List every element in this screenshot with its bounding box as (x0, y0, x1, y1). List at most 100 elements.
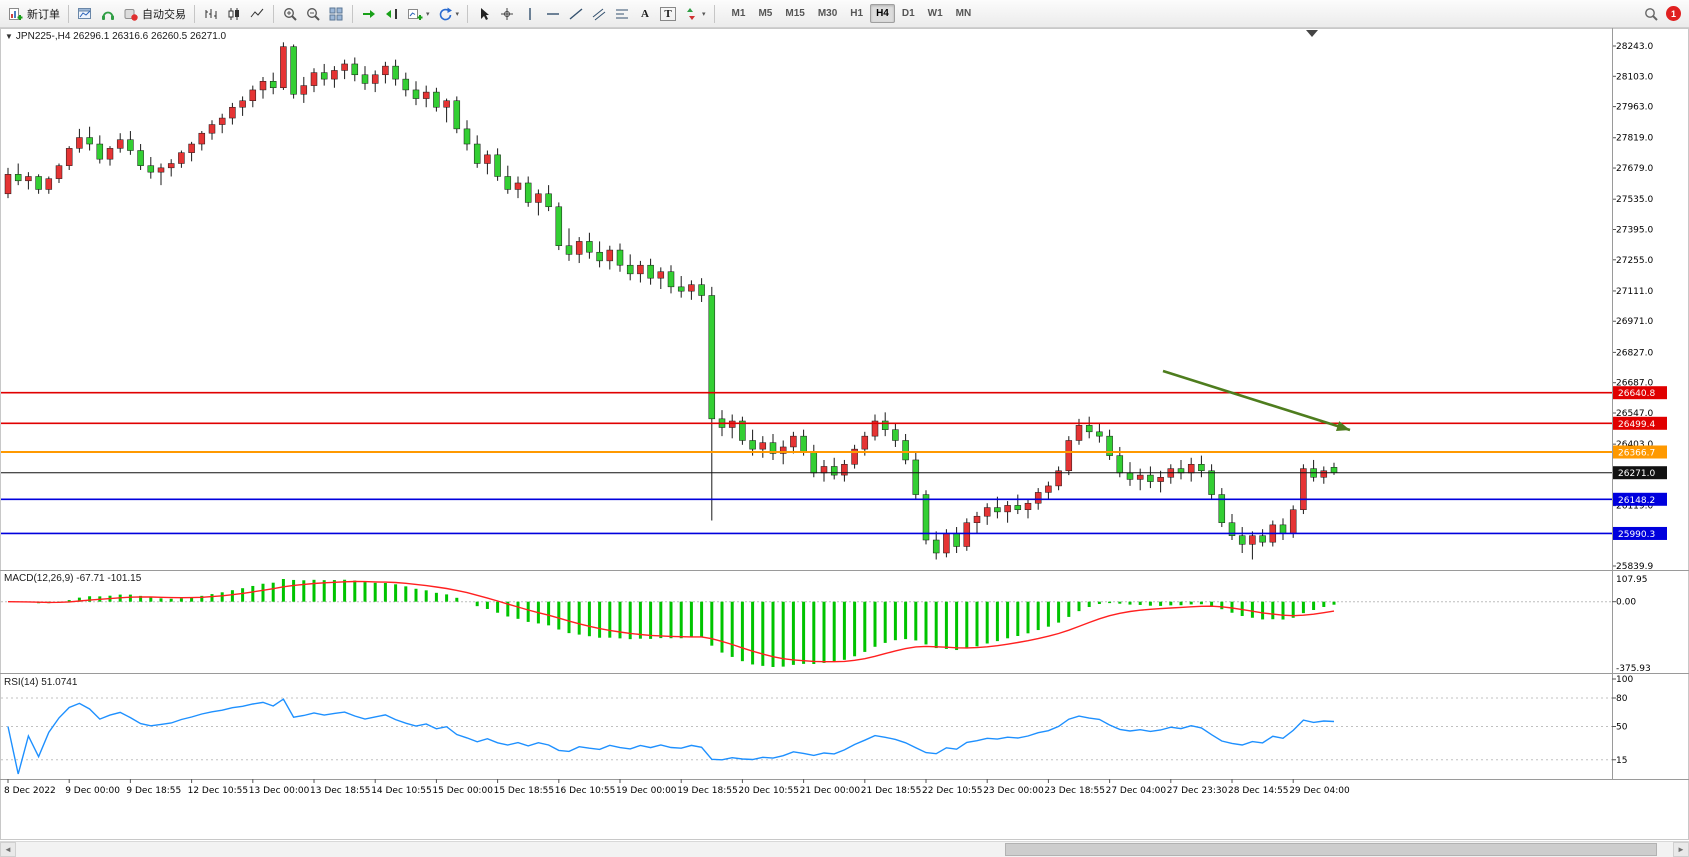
timeframe-button-m30[interactable]: M30 (817, 8, 838, 19)
rsi-axis-label: 100 (1616, 675, 1633, 685)
price-badge-label: 26366.7 (1618, 449, 1655, 459)
charts-icon (78, 7, 91, 19)
bull-candle (606, 249, 614, 262)
bull-candle (106, 148, 114, 160)
refresh-button[interactable]: ▾ (434, 3, 463, 25)
vertical-line-icon (529, 7, 531, 20)
dropdown-caret[interactable]: ▾ (702, 10, 706, 18)
toolbar-separator (352, 4, 353, 23)
bull-candle (1136, 474, 1144, 480)
price-badge-label: 26499.4 (1618, 420, 1655, 430)
timeframe-button-m15[interactable]: M15 (785, 8, 805, 19)
timeframe-button-mn[interactable]: MN (955, 8, 972, 19)
channel-tool-button[interactable] (588, 3, 610, 25)
bull-candle (575, 241, 583, 255)
line-chart-button[interactable] (246, 3, 268, 25)
time-axis-label: 9 Dec 18:55 (126, 786, 181, 796)
crosshair-icon (501, 7, 514, 20)
candlestick-chart-button[interactable] (223, 3, 245, 25)
cursor-tool-button[interactable] (473, 3, 495, 25)
bear-candle (769, 442, 777, 454)
bear-candle (147, 165, 155, 173)
zoom-out-button[interactable] (302, 3, 324, 25)
crosshair-tool-button[interactable] (496, 3, 518, 25)
price-axis-label: 26547.0 (1616, 409, 1653, 419)
bear-candle (565, 245, 573, 255)
notification-badge[interactable]: 1 (1666, 6, 1681, 21)
chart-canvas[interactable]: 28243.0 28103.0 27963.0 27819.0 27679.0 27535… (0, 28, 1689, 840)
bar-chart-button[interactable] (200, 3, 222, 25)
auto-trading-icon (124, 8, 138, 21)
price-axis-label: 27535.0 (1616, 195, 1653, 205)
bull-candle (1004, 505, 1011, 513)
bull-candle (188, 143, 195, 153)
scroll-left-arrow[interactable]: ◄ (0, 842, 16, 857)
timeframe-button-h4[interactable]: H4 (870, 4, 895, 23)
trendline-tool-button[interactable] (565, 3, 587, 25)
label-tool-button[interactable]: T (657, 3, 679, 25)
bear-candle (1218, 494, 1226, 523)
new-order-button[interactable]: 新订单 (5, 3, 63, 25)
bear-candle (932, 539, 940, 554)
dropdown-caret[interactable]: ▾ (455, 10, 460, 18)
timeframe-button-m5[interactable]: M5 (758, 8, 773, 19)
bull-candle (1024, 502, 1032, 510)
timeframe-button-h1[interactable]: H1 (850, 8, 864, 19)
text-tool-button[interactable]: A (634, 3, 656, 25)
chart-shift-button[interactable] (381, 3, 403, 25)
time-axis-label: 23 Dec 18:55 (1044, 786, 1105, 796)
scrollbar-thumb[interactable] (1005, 843, 1657, 856)
bear-candle (463, 128, 471, 145)
trendline-icon (569, 7, 583, 20)
zoom-in-button[interactable] (279, 3, 301, 25)
timeframe-button-d1[interactable]: D1 (901, 8, 915, 19)
bull-candle (963, 522, 971, 547)
new-chart-icon (408, 8, 423, 20)
tile-windows-button[interactable] (325, 3, 347, 25)
bull-candle (198, 132, 206, 145)
arrows-tool-button[interactable]: ▾ (680, 3, 709, 25)
macd-axis-label: 0.00 (1616, 598, 1636, 608)
bear-candle (14, 174, 22, 182)
macd-signal-line (7, 580, 1335, 663)
rsi-axis-label: 15 (1616, 756, 1627, 766)
zoom-in-icon (284, 7, 297, 21)
bear-candle (433, 91, 440, 108)
horizontal-scrollbar[interactable]: ◄ ► (0, 841, 1689, 857)
bear-candle (1279, 524, 1287, 534)
bear-candle (616, 249, 624, 266)
bear-candle (749, 440, 756, 450)
bear-candle (392, 65, 399, 80)
scroll-right-arrow[interactable]: ► (1673, 842, 1689, 857)
timeframe-button-w1[interactable]: W1 (927, 8, 943, 19)
bull-candle (76, 137, 83, 149)
auto-scroll-button[interactable] (358, 3, 380, 25)
time-axis-label: 28 Dec 14:55 (1228, 786, 1289, 796)
auto-trading-button[interactable]: 自动交易 (120, 3, 189, 25)
chart-shift-marker[interactable] (1306, 30, 1318, 37)
new-chart-button[interactable]: ▾ (404, 3, 433, 25)
macd-axis-label: 107.95 (1616, 575, 1648, 585)
time-axis-label: 22 Dec 10:55 (922, 786, 983, 796)
vertical-line-tool-button[interactable] (519, 3, 541, 25)
new-order-icon (9, 7, 23, 20)
bull-candle (259, 81, 267, 91)
price-axis-label: 26971.0 (1616, 317, 1653, 327)
trend-arrow[interactable] (1162, 369, 1351, 432)
channel-icon (592, 8, 606, 20)
price-axis-label: 26827.0 (1616, 348, 1653, 358)
charts-button[interactable] (74, 3, 96, 25)
bull-candle (841, 464, 848, 476)
market-watch-button[interactable] (97, 3, 119, 25)
dropdown-caret[interactable]: ▾ (426, 10, 430, 18)
time-axis-label: 16 Dec 10:55 (555, 786, 616, 796)
fibonacci-tool-button[interactable] (611, 3, 633, 25)
price-axis-label: 26119.0 (1616, 502, 1653, 512)
search-button[interactable] (1640, 3, 1662, 25)
timeframe-button-m1[interactable]: M1 (731, 8, 746, 19)
bear-candle (1014, 505, 1022, 510)
bear-candle (290, 46, 297, 95)
bear-candle (1116, 455, 1124, 474)
time-axis-label: 8 Dec 2022 (4, 786, 56, 796)
horizontal-line-tool-button[interactable] (542, 3, 564, 25)
